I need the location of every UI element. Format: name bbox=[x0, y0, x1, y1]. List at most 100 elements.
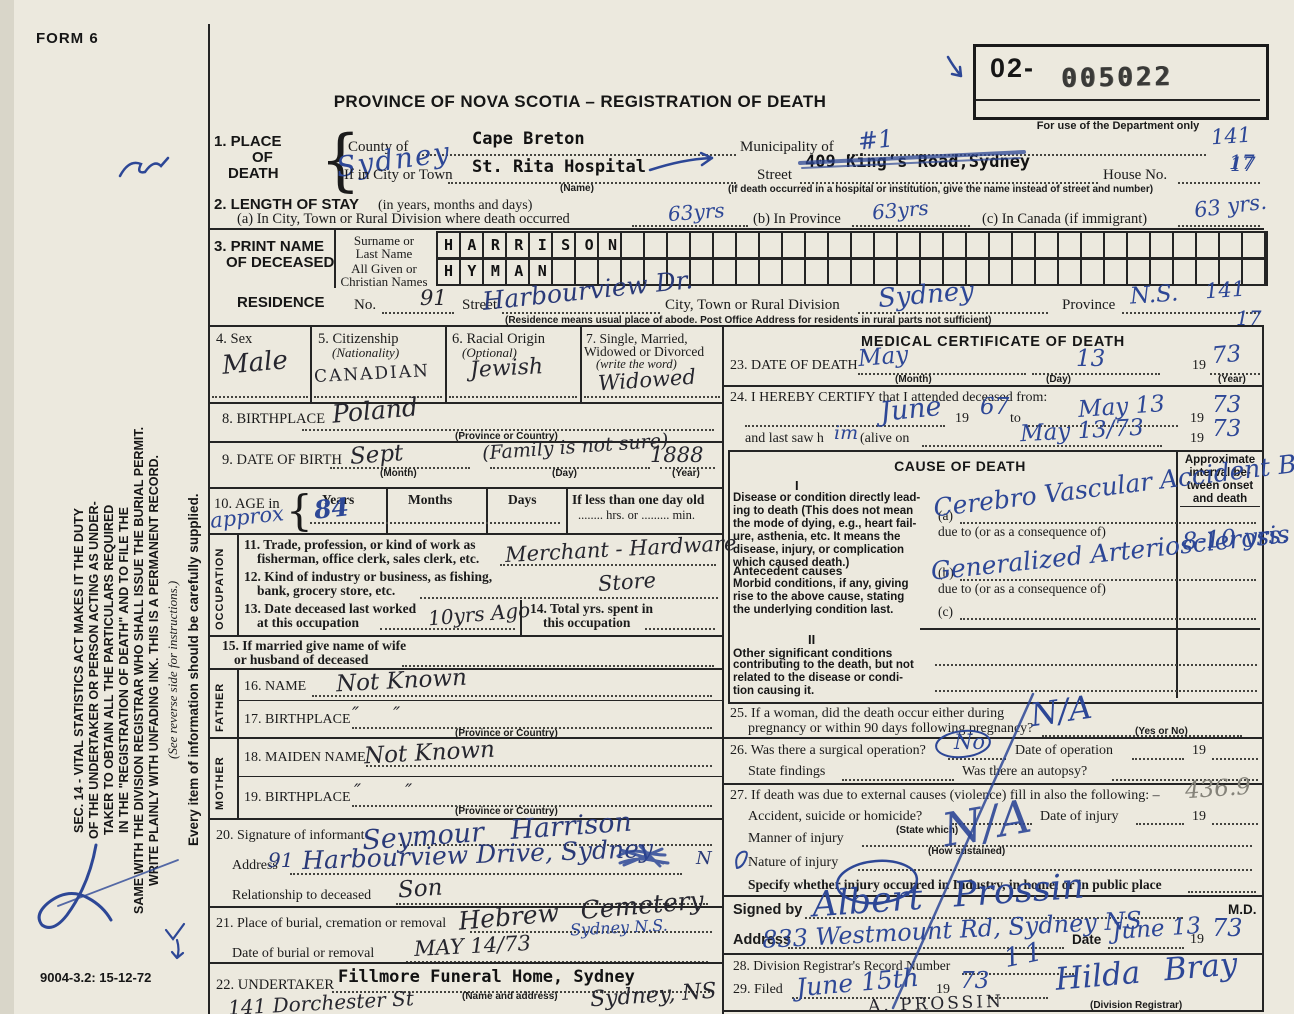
given-label-1: All Given or bbox=[351, 261, 417, 276]
s25-hint: (Yes or No) bbox=[1135, 726, 1188, 737]
s2b-label: (b) In Province bbox=[753, 211, 841, 227]
s24-dot1 bbox=[745, 423, 945, 427]
marital-label-2: Widowed or Divorced bbox=[584, 344, 705, 359]
s14-label-2: this occupation bbox=[543, 615, 631, 630]
s27-dot5 bbox=[858, 867, 1252, 871]
s27-dot3 bbox=[1212, 821, 1258, 825]
age-days-label: Days bbox=[508, 492, 537, 507]
s27-y19: 19 bbox=[1192, 809, 1206, 824]
residence-no-value: 91 bbox=[420, 286, 447, 310]
city-town-label: If in City or Town bbox=[344, 167, 453, 183]
cause-c-label: (c) bbox=[938, 604, 953, 619]
street-label: Street bbox=[757, 167, 792, 183]
s18-dotline bbox=[366, 763, 712, 767]
divider-top-main bbox=[208, 325, 1264, 327]
signed-by-label: Signed by bbox=[733, 902, 803, 918]
s26-y19: 19 bbox=[1192, 743, 1206, 758]
citizenship-sub: (Nationality) bbox=[332, 345, 400, 360]
mother-vertical-label: MOTHER bbox=[214, 756, 226, 810]
serial-prefix: 02- bbox=[990, 53, 1036, 83]
s23-year-hint: (Year) bbox=[1218, 374, 1246, 385]
s20-sig-dotline bbox=[400, 842, 712, 846]
s23-dot2 bbox=[1032, 371, 1160, 375]
cause-part2: II bbox=[808, 632, 816, 647]
divider-18-19 bbox=[237, 776, 722, 777]
s6-dotline bbox=[449, 394, 577, 398]
row47-div2 bbox=[445, 325, 447, 402]
notice-line: SAME WITH THE DIVISION REGISTRAR WHO SHA… bbox=[132, 426, 146, 914]
age-div1 bbox=[386, 487, 388, 533]
birthplace-value: Poland bbox=[330, 392, 419, 429]
s1-heading-1: 1. PLACE bbox=[214, 133, 282, 150]
cause-b-dotline bbox=[960, 577, 1256, 581]
other-line: tion causing it. bbox=[733, 685, 815, 697]
cause-desc-line: Disease or condition directly lead- bbox=[733, 492, 921, 504]
s24-dot2 bbox=[1028, 423, 1178, 427]
residence-province-value: N.S. bbox=[1129, 280, 1180, 310]
dob-label: 9. DATE OF BIRTH bbox=[222, 452, 342, 468]
s13-label-1: 13. Date deceased last worked bbox=[244, 601, 417, 616]
s20-relationship-value: Son bbox=[397, 874, 444, 904]
s24-from-value: June bbox=[878, 390, 944, 429]
s13-label-2: at this occupation bbox=[257, 615, 360, 630]
s12-value: Store bbox=[597, 568, 657, 596]
s24-dot3 bbox=[922, 443, 1162, 447]
s12-dotline bbox=[420, 595, 718, 599]
s29-label: 29. Filed bbox=[733, 982, 783, 997]
notice-line: TAKER TO OBTAIN ALL THE PARTICULARS REQU… bbox=[102, 504, 116, 836]
margin-number-141: 141 bbox=[1210, 122, 1252, 150]
county-label: County of bbox=[348, 139, 409, 155]
s22-value: Fillmore Funeral Home, Sydney bbox=[338, 967, 635, 987]
cause-title: CAUSE OF DEATH bbox=[894, 458, 1026, 474]
s24-alive-year: 73 bbox=[1212, 416, 1242, 442]
sex-value: Male bbox=[220, 345, 290, 381]
s11-label-2: fisherman, office clerk, sales clerk, et… bbox=[257, 551, 480, 566]
s5-dotline bbox=[314, 394, 442, 398]
s12-label-1: 12. Kind of industry or business, as fis… bbox=[244, 569, 493, 584]
hospital-name-value: St. Rita Hospital bbox=[472, 157, 646, 177]
other-line: contributing to the death, but not bbox=[733, 659, 914, 671]
s2a-value: 63yrs bbox=[667, 198, 726, 226]
cause-desc-line: ure, asthenia, etc. It means the bbox=[733, 531, 901, 543]
birthplace-label: 8. BIRTHPLACE bbox=[222, 411, 326, 427]
s2a-label: (a) In City, Town or Rural Division wher… bbox=[237, 211, 570, 227]
age-years-value: 84 bbox=[312, 492, 351, 525]
s27-dot2 bbox=[1136, 821, 1184, 825]
antecedent-line: rise to the above cause, stating bbox=[733, 591, 905, 603]
house-no-value: 17 bbox=[1230, 152, 1256, 176]
divider-8-9 bbox=[208, 441, 722, 443]
residence-city-dotline bbox=[858, 310, 1048, 314]
s27-code-pencil: 436.9 bbox=[1184, 773, 1252, 805]
cause-a-dotline bbox=[960, 520, 1256, 524]
s25-label-1: 25. If a woman, did the death occur eith… bbox=[730, 706, 1005, 721]
interval-line: tween onset bbox=[1186, 480, 1254, 492]
s21-value2: Sydney N.S. bbox=[569, 915, 669, 940]
dob-dot2 bbox=[490, 465, 650, 469]
marital-label-1: 7. Single, Married, bbox=[586, 331, 688, 346]
cause-b-label: (b) bbox=[938, 565, 954, 580]
s23-y19: 19 bbox=[1192, 358, 1206, 373]
s14-dotline bbox=[645, 626, 715, 630]
s29-dot1 bbox=[792, 995, 930, 999]
divider-23-24 bbox=[722, 385, 1264, 387]
divider-19-20 bbox=[208, 818, 722, 820]
s24-to-label: to bbox=[1010, 411, 1021, 426]
row47-div3 bbox=[580, 325, 582, 402]
s3-heading-2: OF DECEASED bbox=[226, 254, 335, 271]
other-dotline-1 bbox=[935, 662, 1257, 666]
s13-dotline bbox=[380, 626, 515, 630]
dept-use-note: For use of the Department only bbox=[1036, 120, 1200, 132]
notice-line: OF THE UNDERTAKER OR PERSON ACTING AS UN… bbox=[87, 501, 101, 839]
cause-due1: due to (or as a consequence of) bbox=[938, 524, 1106, 539]
s20-relationship-dotline bbox=[396, 901, 708, 905]
medical-title: MEDICAL CERTIFICATE OF DEATH bbox=[860, 334, 1126, 350]
street-struck-value: 409 King's Road,Sydney bbox=[805, 152, 1031, 172]
given-name-value: HYMAN bbox=[444, 262, 562, 280]
s22-hint: (Name and address) bbox=[462, 991, 558, 1002]
s23-month-value: May bbox=[856, 341, 910, 373]
age-dotline bbox=[310, 520, 560, 524]
dob-dot3 bbox=[660, 465, 715, 469]
s3-divider bbox=[334, 230, 336, 288]
s4-dotline bbox=[212, 394, 308, 398]
s19-label: 19. BIRTHPLACE bbox=[244, 790, 351, 805]
